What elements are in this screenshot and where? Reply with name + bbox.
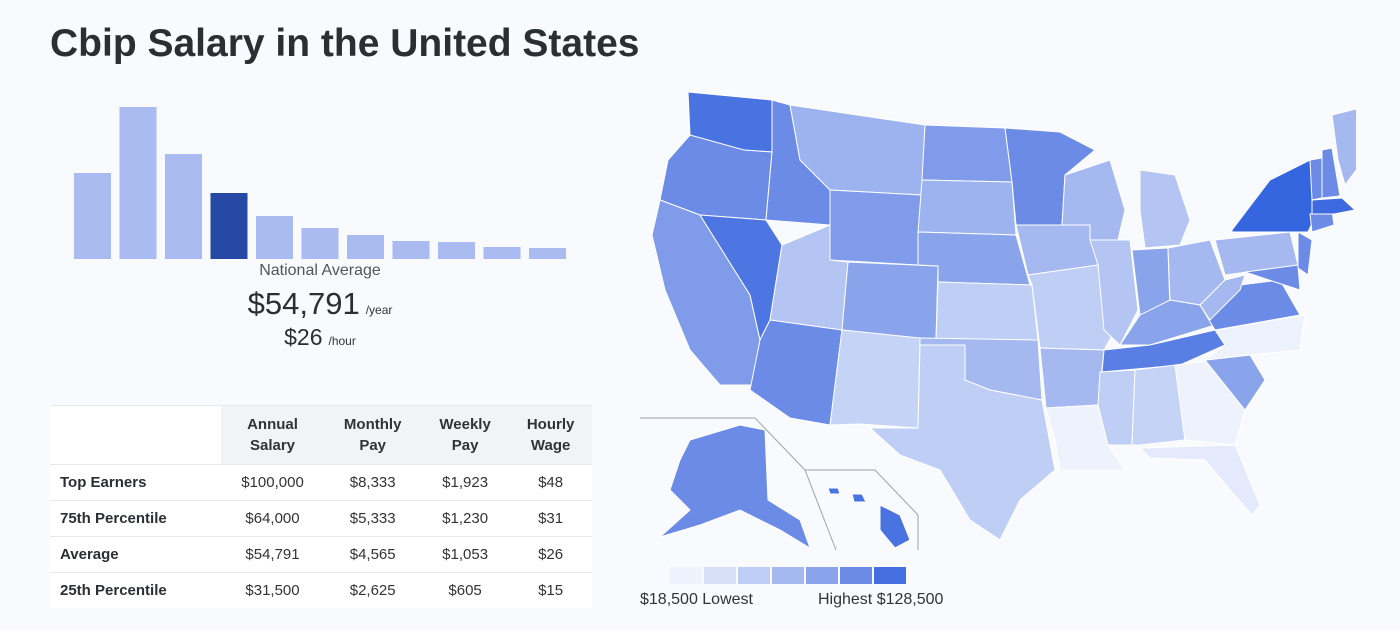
legend-low-label: $18,500 Lowest <box>640 591 753 608</box>
header-annual: Annual Salary <box>220 405 325 465</box>
salary-histogram <box>74 107 566 259</box>
header-weekly: Weekly Pay <box>421 405 510 465</box>
row-label: 75th Percentile <box>50 500 221 537</box>
hourly-average: $26/hour <box>70 324 570 351</box>
row-label: Top Earners <box>50 464 221 501</box>
cell-annual: $64,000 <box>220 500 325 537</box>
us-state-map <box>640 91 1356 551</box>
cell-annual: $54,791 <box>220 536 325 573</box>
state-wv[interactable] <box>1199 274 1246 321</box>
row-label: Average <box>50 536 221 573</box>
state-ny[interactable] <box>1231 159 1319 233</box>
state-fl[interactable] <box>1138 444 1261 516</box>
cell-weekly: $1,053 <box>421 536 510 573</box>
yearly-average-value: $54,791 <box>247 286 360 321</box>
state-nm[interactable] <box>829 329 921 429</box>
state-nj[interactable] <box>1297 231 1313 276</box>
state-ms[interactable] <box>1097 369 1136 446</box>
national-average-block: National Average $54,791/year $26/hour <box>70 262 570 351</box>
state-ks[interactable] <box>935 281 1039 341</box>
header-weekly-text: Weekly Pay <box>439 416 491 454</box>
header-hourly: Hourly Wage <box>509 405 592 465</box>
histogram-bar <box>119 107 157 259</box>
cell-weekly: $1,230 <box>421 500 510 537</box>
legend-swatch <box>806 567 838 584</box>
salary-table: Annual Salary Monthly Pay Weekly Pay Hou… <box>50 405 592 608</box>
cell-monthly: $8,333 <box>324 464 421 501</box>
state-tx[interactable] <box>868 344 1056 541</box>
table-row: 75th Percentile $64,000 $5,333 $1,230 $3… <box>50 500 592 537</box>
header-monthly: Monthly Pay <box>324 405 421 465</box>
state-mi[interactable] <box>1139 169 1191 249</box>
table-row: Average $54,791 $4,565 $1,053 $26 <box>50 536 592 573</box>
legend-swatch <box>840 567 872 584</box>
table-header-row: Annual Salary Monthly Pay Weekly Pay Hou… <box>50 405 592 465</box>
page-title: Cbip Salary in the United States <box>50 22 640 65</box>
state-nh[interactable] <box>1321 147 1341 199</box>
state-ak[interactable] <box>659 424 811 550</box>
cell-annual: $100,000 <box>220 464 325 501</box>
legend-swatch <box>704 567 736 584</box>
cell-annual: $31,500 <box>220 572 325 608</box>
cell-weekly: $1,923 <box>421 464 510 501</box>
histogram-bar <box>438 242 475 259</box>
state-hi[interactable] <box>879 504 911 549</box>
state-nd[interactable] <box>921 124 1013 183</box>
state-hi-islands-2[interactable] <box>851 493 867 503</box>
map-legend <box>670 567 908 584</box>
header-blank <box>50 405 221 465</box>
state-vt[interactable] <box>1309 157 1323 201</box>
legend-high-label: Highest $128,500 <box>818 591 944 608</box>
table-row: 25th Percentile $31,500 $2,625 $605 $15 <box>50 572 592 608</box>
state-hi-islands[interactable] <box>827 487 841 495</box>
histogram-bar <box>210 193 248 259</box>
state-sd[interactable] <box>917 179 1017 236</box>
yearly-unit: /year <box>365 303 393 317</box>
hourly-unit: /hour <box>328 334 356 348</box>
state-al[interactable] <box>1131 364 1186 446</box>
histogram-bar <box>483 247 521 259</box>
national-average-label: National Average <box>259 262 381 279</box>
state-md[interactable] <box>1244 264 1301 291</box>
cell-hourly: $48 <box>509 464 592 501</box>
cell-hourly: $31 <box>509 500 592 537</box>
cell-hourly: $26 <box>509 536 592 573</box>
state-ar[interactable] <box>1039 347 1105 409</box>
histogram-bar <box>529 248 566 259</box>
state-me[interactable] <box>1331 108 1356 187</box>
yearly-average: $54,791/year <box>70 286 570 322</box>
state-az[interactable] <box>749 319 843 426</box>
cell-monthly: $5,333 <box>324 500 421 537</box>
histogram-bar <box>347 235 384 259</box>
cell-hourly: $15 <box>509 572 592 608</box>
histogram-bar <box>301 228 339 259</box>
hawaii-inset-border <box>805 469 919 550</box>
cell-weekly: $605 <box>421 572 510 608</box>
state-co[interactable] <box>841 261 939 341</box>
row-label: 25th Percentile <box>50 572 221 608</box>
hourly-average-value: $26 <box>284 324 323 350</box>
legend-swatch <box>738 567 770 584</box>
legend-swatch <box>670 567 702 584</box>
header-monthly-text: Monthly Pay <box>343 416 402 454</box>
cell-monthly: $2,625 <box>324 572 421 608</box>
legend-swatch <box>772 567 804 584</box>
histogram-bar <box>165 154 202 259</box>
table-row: Top Earners $100,000 $8,333 $1,923 $48 <box>50 464 592 501</box>
histogram-bar <box>256 216 293 259</box>
state-nc[interactable] <box>1203 314 1306 361</box>
header-annual-text: Annual Salary <box>247 416 298 454</box>
legend-swatch <box>874 567 906 584</box>
cell-monthly: $4,565 <box>324 536 421 573</box>
alaska-inset-border <box>640 417 837 551</box>
histogram-bar <box>392 241 430 259</box>
histogram-bar <box>74 173 111 259</box>
state-wy[interactable] <box>829 189 923 266</box>
header-hourly-text: Hourly Wage <box>526 416 575 454</box>
state-ma[interactable] <box>1311 197 1356 215</box>
